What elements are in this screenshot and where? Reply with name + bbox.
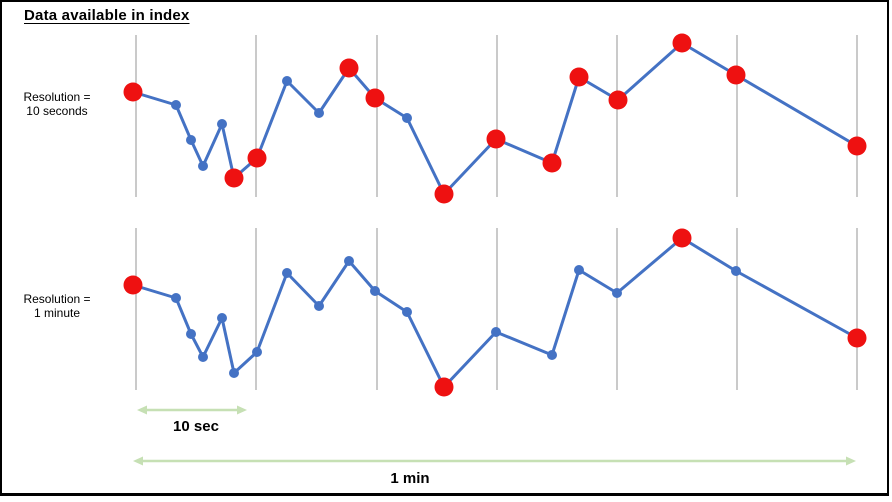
indexed-data-point	[672, 228, 692, 248]
indexed-data-point	[569, 67, 589, 87]
indexed-data-point	[847, 136, 867, 156]
indexed-data-point	[542, 153, 562, 173]
chart-label-resolution-10-seconds: Resolution = 10 seconds	[23, 90, 91, 118]
raw-data-point	[402, 307, 412, 317]
raw-data-point	[314, 301, 324, 311]
indexed-data-point	[434, 184, 454, 204]
indexed-data-point	[224, 168, 244, 188]
indexed-data-point	[123, 82, 143, 102]
chart-label-resolution-1-minute: Resolution = 1 minute	[23, 292, 91, 320]
indexed-data-point	[486, 129, 506, 149]
raw-data-point	[612, 288, 622, 298]
one-minute-span-arrowhead-right-icon	[846, 456, 856, 466]
raw-data-point	[252, 347, 262, 357]
raw-data-point	[186, 329, 196, 339]
raw-data-point	[491, 327, 501, 337]
raw-data-point	[370, 286, 380, 296]
raw-data-point	[547, 350, 557, 360]
raw-data-point	[171, 293, 181, 303]
indexed-data-point	[608, 90, 628, 110]
raw-data-point	[344, 256, 354, 266]
raw-data-point	[186, 135, 196, 145]
raw-data-point	[731, 266, 741, 276]
raw-data-point	[198, 352, 208, 362]
indexed-data-point	[672, 33, 692, 53]
ten-second-span-arrowhead-left-icon	[137, 405, 147, 415]
series-line-resolution-10-seconds	[131, 41, 859, 196]
raw-data-point	[217, 313, 227, 323]
indexed-data-point	[365, 88, 385, 108]
indexed-data-point	[847, 328, 867, 348]
raw-data-point	[574, 265, 584, 275]
diagram-title: Data available in index	[24, 7, 190, 24]
indexed-data-point	[339, 58, 359, 78]
raw-data-point	[402, 113, 412, 123]
raw-data-point	[282, 76, 292, 86]
raw-data-point	[229, 368, 239, 378]
indexed-data-point	[726, 65, 746, 85]
raw-data-point	[171, 100, 181, 110]
raw-data-point	[314, 108, 324, 118]
raw-data-point	[217, 119, 227, 129]
series-line-resolution-1-minute	[131, 236, 859, 389]
indexed-data-point	[247, 148, 267, 168]
ten-second-span-arrowhead-right-icon	[237, 405, 247, 415]
raw-data-point	[198, 161, 208, 171]
indexed-data-point	[434, 377, 454, 397]
one-minute-span-label: 1 min	[390, 470, 430, 487]
ten-second-span-label: 10 sec	[173, 418, 219, 435]
raw-data-point	[282, 268, 292, 278]
one-minute-span-arrowhead-left-icon	[133, 456, 143, 466]
indexed-data-point	[123, 275, 143, 295]
